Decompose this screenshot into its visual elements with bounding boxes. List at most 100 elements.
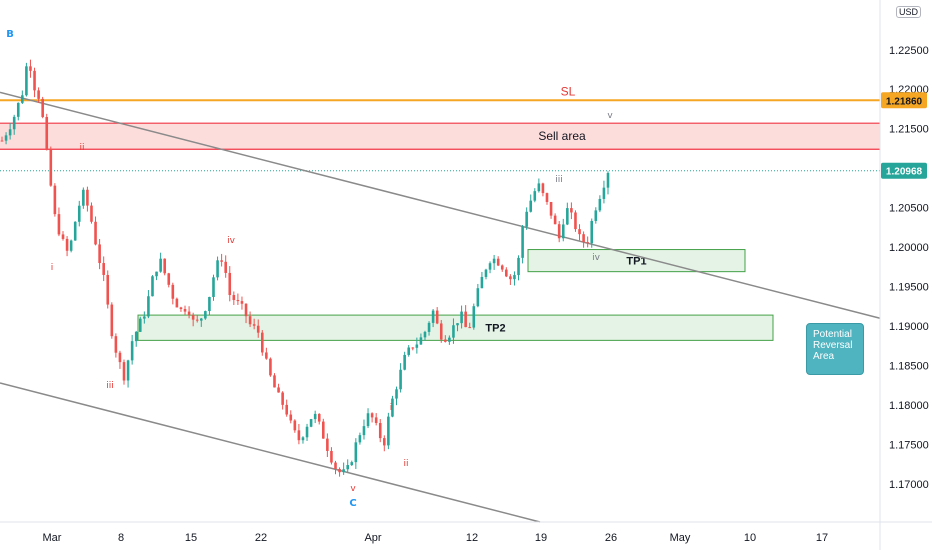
candle-body xyxy=(297,430,301,441)
candle-body xyxy=(73,221,77,241)
candle-body xyxy=(29,66,32,71)
candle-body xyxy=(456,323,459,326)
candle-body xyxy=(350,462,354,466)
candle-body xyxy=(354,442,358,463)
candle-body xyxy=(309,419,313,427)
candle-body xyxy=(472,306,476,328)
candle-body xyxy=(468,327,472,329)
candle-body xyxy=(163,258,166,274)
candle-body xyxy=(277,387,280,393)
candle-body xyxy=(452,325,455,338)
candle-body xyxy=(301,437,305,441)
candle-body xyxy=(358,435,362,443)
candle-body xyxy=(525,211,528,227)
x-tick-label: May xyxy=(670,532,691,544)
candle-body xyxy=(448,337,451,342)
x-tick-label: 17 xyxy=(816,532,828,544)
x-axis[interactable]: Mar 8 15 22 Apr 12 19 26 May 10 17 xyxy=(43,532,829,544)
candle-body xyxy=(582,234,585,243)
candle-body xyxy=(53,185,57,215)
candle-body xyxy=(505,269,508,277)
x-tick-label: Apr xyxy=(364,532,381,544)
candle-body xyxy=(57,214,61,235)
candle-body xyxy=(334,462,337,470)
y-axis[interactable]: 1.225001.220001.215001.205001.200001.195… xyxy=(889,45,929,491)
candle-body xyxy=(500,265,504,270)
candle-body xyxy=(411,347,415,349)
candle-body xyxy=(305,426,309,438)
candle-body xyxy=(240,301,244,304)
y-tick-label: 1.22500 xyxy=(889,45,929,57)
wave-label-v: v xyxy=(607,111,613,121)
candle-body xyxy=(0,140,4,142)
candle-body xyxy=(586,242,589,244)
candle-body xyxy=(606,172,610,188)
candle-body xyxy=(86,189,89,206)
candle-body xyxy=(167,273,171,285)
wave-label-iii: iii xyxy=(106,381,114,391)
candle-body xyxy=(594,210,598,221)
candle-body xyxy=(289,414,293,421)
candle-body xyxy=(460,311,463,324)
tp-label-2: TP2 xyxy=(485,323,505,335)
y-tick-label: 1.21500 xyxy=(889,124,929,136)
candle-body xyxy=(138,318,142,332)
candle-body xyxy=(557,224,561,239)
tp-label-1: TP1 xyxy=(626,256,646,268)
candle-body xyxy=(476,288,480,307)
candle-body xyxy=(496,258,500,266)
candle-body xyxy=(25,66,28,96)
candle-body xyxy=(33,70,36,91)
candle-body xyxy=(281,392,284,405)
candle-body xyxy=(8,129,12,136)
wave-label-iv: iv xyxy=(227,236,236,246)
candle-body xyxy=(269,358,272,376)
candle-body xyxy=(553,215,557,225)
candle-body xyxy=(533,191,537,201)
candle-body xyxy=(126,360,130,381)
candle-body xyxy=(90,205,93,222)
price-tags: 1.21860 1.20968 xyxy=(881,92,927,179)
candle-body xyxy=(65,238,69,251)
trendlines-layer xyxy=(0,91,881,523)
candle-body xyxy=(41,98,44,117)
candle-body xyxy=(98,244,101,264)
candle-body xyxy=(513,275,516,280)
candle-body xyxy=(94,221,97,245)
candle-body xyxy=(248,316,252,325)
candle-body xyxy=(252,324,256,326)
wave-label-iv: iv xyxy=(592,253,601,263)
candle-body xyxy=(12,116,16,130)
tp-zone-1 xyxy=(527,249,746,273)
candle-body xyxy=(191,315,195,320)
candle-body xyxy=(143,316,146,319)
x-tick-label: Mar xyxy=(43,532,62,544)
currency-badge[interactable]: USD xyxy=(896,6,922,18)
x-tick-label: 12 xyxy=(466,532,478,544)
wave-label-B: B xyxy=(6,29,14,40)
candle-body xyxy=(313,413,317,420)
candle-body xyxy=(134,331,138,342)
x-tick-label: 19 xyxy=(535,532,547,544)
x-tick-label: 8 xyxy=(118,532,124,544)
candle-body xyxy=(383,438,386,446)
price-tag-bg xyxy=(881,162,927,179)
wave-label-i: i xyxy=(51,263,54,273)
candle-body xyxy=(212,277,215,297)
candle-body xyxy=(549,201,553,216)
candle-body xyxy=(391,398,394,417)
candle-body xyxy=(602,187,606,199)
candle-body xyxy=(366,413,370,427)
y-tick-label: 1.19000 xyxy=(889,321,929,333)
candle-body xyxy=(179,307,183,310)
tp-zone-2 xyxy=(137,314,774,341)
candle-body xyxy=(220,260,223,262)
candle-body xyxy=(293,420,297,431)
price-tag-label: 1.21860 xyxy=(886,96,923,107)
candle-body xyxy=(45,116,49,149)
candle-body xyxy=(545,193,549,202)
candle-body xyxy=(395,389,398,399)
candle-body xyxy=(147,296,150,317)
candle-body xyxy=(431,310,435,323)
